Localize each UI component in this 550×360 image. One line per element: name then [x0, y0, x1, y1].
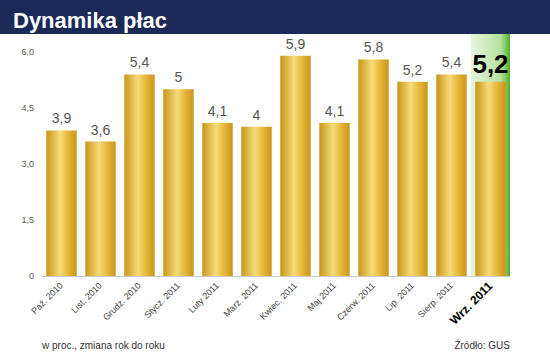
- svg-text:5,4: 5,4: [130, 54, 150, 70]
- svg-text:5,2: 5,2: [403, 62, 423, 78]
- svg-text:5,9: 5,9: [286, 36, 306, 52]
- svg-text:6,0: 6,0: [21, 47, 34, 57]
- svg-text:3,6: 3,6: [91, 122, 111, 138]
- svg-text:1,5: 1,5: [21, 215, 34, 225]
- svg-text:Paź. 2010: Paź. 2010: [29, 280, 65, 316]
- svg-text:Kwiec. 2011: Kwiec. 2011: [258, 280, 299, 321]
- svg-text:5: 5: [175, 69, 183, 85]
- svg-text:Maj 2011: Maj 2011: [305, 280, 338, 313]
- svg-text:5,4: 5,4: [442, 54, 462, 70]
- svg-text:4: 4: [253, 107, 261, 123]
- svg-text:5,8: 5,8: [364, 39, 384, 55]
- svg-text:Luty 2011: Luty 2011: [187, 280, 222, 315]
- svg-text:4,5: 4,5: [21, 103, 34, 113]
- svg-text:Sierp. 2011: Sierp. 2011: [416, 280, 455, 319]
- svg-text:Wrz. 2011: Wrz. 2011: [447, 279, 496, 328]
- svg-text:3,0: 3,0: [21, 159, 34, 169]
- svg-text:Grudz. 2010: Grudz. 2010: [101, 280, 143, 322]
- svg-text:w proc., zmiana rok do roku: w proc., zmiana rok do roku: [41, 340, 165, 351]
- svg-text:Źródło: GUS: Źródło: GUS: [454, 339, 510, 351]
- svg-text:0: 0: [29, 271, 34, 281]
- svg-text:Czerw. 2011: Czerw. 2011: [335, 280, 377, 322]
- svg-text:Lip. 2011: Lip. 2011: [383, 280, 416, 313]
- svg-text:4,1: 4,1: [325, 103, 345, 119]
- svg-text:List. 2010: List. 2010: [69, 280, 104, 315]
- svg-text:3,9: 3,9: [52, 110, 72, 126]
- svg-text:4,1: 4,1: [208, 103, 228, 119]
- svg-text:5,2: 5,2: [472, 49, 508, 79]
- svg-text:Stycz. 2011: Stycz. 2011: [142, 280, 182, 320]
- svg-text:Dynamika płac: Dynamika płac: [13, 8, 167, 33]
- svg-text:Marz. 2011: Marz. 2011: [222, 280, 260, 318]
